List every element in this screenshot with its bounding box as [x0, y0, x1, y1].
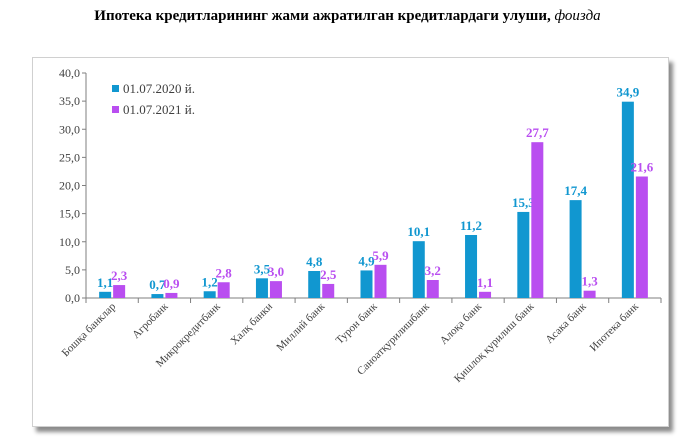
data-label-2: 3,2 — [425, 263, 441, 278]
y-tick-label: 20,0 — [59, 179, 80, 193]
bar-1 — [412, 241, 425, 298]
bar-2 — [531, 142, 544, 298]
chart-title: Ипотека кредитларининг жами ажратилган к… — [0, 8, 695, 25]
chart-title-unit: фоизда — [554, 8, 601, 24]
data-label-2: 5,9 — [372, 248, 389, 263]
data-label-1: 1,1 — [97, 275, 113, 290]
x-tick-label: Бошқа банклар — [60, 300, 119, 359]
data-label-2: 2,5 — [320, 267, 337, 282]
x-tick-label: Миллий банк — [274, 300, 327, 353]
x-tick-label: Агробанк — [130, 300, 171, 341]
legend-swatch-2 — [112, 106, 119, 113]
data-label-1: 34,9 — [616, 85, 639, 100]
y-tick-label: 0,0 — [65, 291, 80, 305]
y-tick-label: 15,0 — [59, 207, 80, 221]
data-label-2: 3,0 — [268, 264, 284, 279]
legend-label-1: 01.07.2020 й. — [123, 81, 195, 96]
bar-2 — [269, 281, 282, 298]
bar-2 — [217, 282, 230, 298]
y-tick-label: 25,0 — [59, 150, 80, 164]
data-label-1: 10,1 — [407, 224, 430, 239]
chart-title-main: Ипотека кредитларининг жами ажратилган к… — [94, 8, 551, 24]
data-label-2: 2,3 — [111, 268, 128, 283]
bar-2 — [635, 176, 648, 298]
data-label-1: 0,7 — [149, 277, 166, 292]
data-label-1: 17,4 — [564, 183, 587, 198]
data-label-1: 4,8 — [306, 254, 323, 269]
y-tick-label: 40,0 — [59, 66, 80, 80]
data-label-2: 21,6 — [630, 160, 653, 175]
data-label-1: 1,2 — [202, 274, 218, 289]
y-tick-label: 10,0 — [59, 235, 80, 249]
data-label-2: 1,1 — [477, 275, 493, 290]
data-label-2: 2,8 — [216, 265, 233, 280]
data-label-1: 15,3 — [512, 195, 535, 210]
bar-2 — [322, 283, 335, 298]
bar-1 — [621, 101, 634, 298]
data-label-2: 0,9 — [163, 276, 180, 291]
x-tick-label: Алоқа банк — [438, 300, 485, 347]
bar-1 — [569, 200, 582, 298]
bar-2 — [426, 280, 439, 298]
x-tick-label: Турон банк — [334, 300, 380, 346]
data-label-1: 4,9 — [358, 253, 375, 268]
data-label-1: 3,5 — [254, 261, 271, 276]
bar-1 — [308, 271, 321, 298]
bar-1 — [203, 291, 216, 298]
x-tick-label: Халқ банки — [228, 301, 275, 348]
bar-1 — [465, 235, 478, 298]
data-label-2: 1,3 — [581, 274, 598, 289]
data-label-2: 27,7 — [526, 125, 549, 140]
legend-swatch-1 — [112, 85, 119, 92]
bar-1 — [255, 278, 268, 298]
y-tick-label: 30,0 — [59, 122, 80, 136]
bar-1 — [99, 291, 112, 298]
data-label-1: 11,2 — [460, 218, 482, 233]
bar-1 — [151, 294, 164, 298]
bar-2 — [374, 264, 387, 298]
x-tick-label: Ипотека банк — [588, 300, 642, 354]
x-tick-label: Асака банк — [543, 300, 589, 346]
bar-2 — [165, 292, 178, 298]
bar-1 — [360, 270, 373, 298]
bar-2 — [479, 291, 492, 298]
bar-1 — [517, 211, 530, 298]
bar-2 — [583, 290, 596, 298]
legend-label-2: 01.07.2021 й. — [123, 102, 195, 117]
y-tick-label: 35,0 — [59, 94, 80, 108]
y-tick-label: 5,0 — [65, 263, 80, 277]
chart-frame — [32, 57, 669, 427]
bar-2 — [113, 285, 126, 298]
